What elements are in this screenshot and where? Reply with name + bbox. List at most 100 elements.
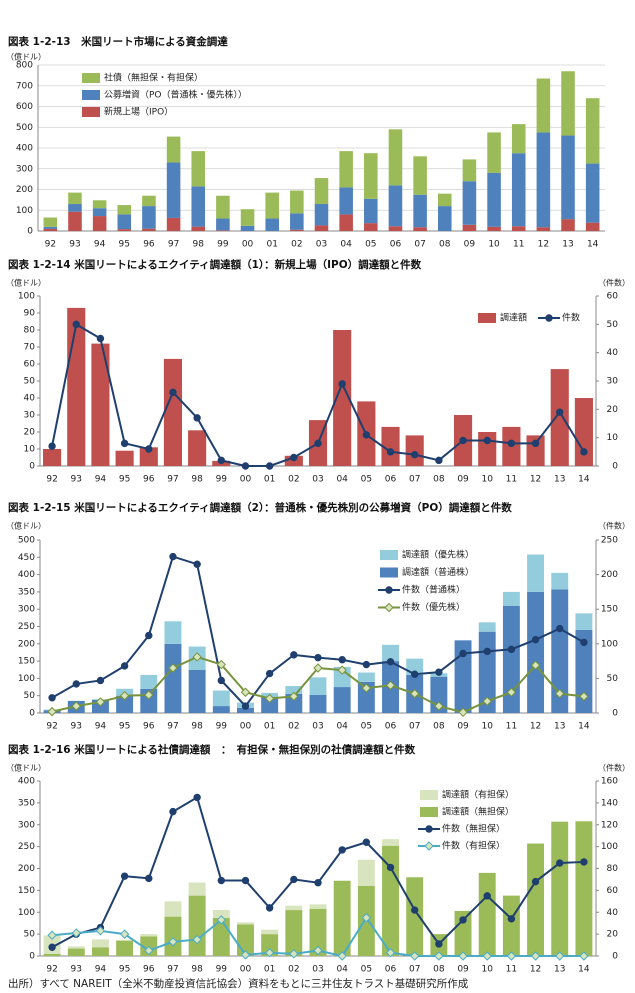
bar-segment	[116, 940, 134, 956]
legend-label: 調達額（優先株）	[402, 549, 474, 561]
x-tick-label: 05	[361, 722, 372, 732]
bar-segment	[502, 895, 520, 956]
line-marker	[264, 948, 275, 958]
y-tick-label: 450	[18, 553, 35, 563]
x-tick-label: 97	[168, 240, 179, 250]
bar-segment	[67, 946, 85, 949]
line-marker	[192, 934, 202, 945]
y2-tick-label: 0	[612, 709, 618, 719]
line-marker	[168, 937, 178, 947]
line-marker	[314, 653, 322, 662]
y2-axis-label: （件数）	[598, 278, 630, 288]
bar-segment	[261, 934, 279, 956]
bar-segment	[309, 904, 327, 909]
bar-segment	[357, 672, 375, 682]
legend-marker	[384, 602, 394, 613]
y2-tick-label: 40	[607, 908, 619, 918]
bar-segment	[561, 135, 575, 220]
bar-segment	[551, 572, 569, 590]
bar-segment	[357, 859, 375, 886]
bar-segment	[43, 953, 61, 956]
bar-segment	[585, 163, 600, 223]
bar-segment	[381, 426, 400, 466]
bar-segment	[575, 821, 593, 956]
x-tick-label: 09	[457, 965, 469, 975]
bar-segment	[92, 216, 107, 231]
line-marker	[290, 453, 298, 462]
line-marker	[265, 669, 274, 678]
x-tick-label: 07	[409, 475, 420, 485]
bar-segment	[240, 209, 255, 226]
x-tick-label: 11	[506, 965, 517, 975]
bar-segment	[561, 71, 575, 136]
legend-marker	[385, 586, 393, 594]
line-marker	[193, 560, 201, 568]
y-tick-label: 0	[27, 227, 33, 237]
line-marker	[459, 436, 467, 445]
y-tick-label: 350	[18, 798, 35, 808]
line-marker	[120, 662, 129, 670]
bar-segment	[140, 674, 158, 689]
y-tick-label: 10	[24, 445, 36, 455]
line-marker	[314, 879, 322, 887]
x-tick-label: 98	[191, 722, 203, 732]
line-marker	[386, 658, 395, 666]
bar-segment	[43, 217, 58, 227]
bar-segment	[437, 206, 452, 231]
bar-segment	[116, 695, 134, 713]
legend-label: 調達額（有担保）	[442, 789, 514, 801]
line-marker	[459, 916, 467, 924]
line-marker	[169, 552, 177, 561]
bar-segment	[536, 227, 551, 231]
y-tick-label: 700	[16, 81, 33, 91]
x-tick-label: 02	[291, 240, 302, 250]
y-tick-label: 600	[16, 102, 33, 112]
x-tick-label: 01	[266, 240, 277, 250]
bar-segment	[487, 172, 501, 227]
bar-segment	[551, 821, 569, 956]
bar-segment	[314, 225, 329, 231]
legend-label: 公募増資（PO（普通株・優先株））	[104, 89, 247, 101]
line-marker	[580, 638, 588, 647]
line-marker	[410, 670, 419, 678]
x-tick-label: 03	[316, 240, 327, 250]
line-marker	[120, 439, 129, 448]
line-marker	[556, 859, 564, 867]
x-tick-label: 13	[562, 240, 573, 250]
line-marker	[338, 380, 346, 388]
bar-segment	[285, 686, 303, 694]
line-marker	[240, 687, 251, 697]
x-tick-label: 99	[217, 240, 229, 250]
bar-segment	[91, 947, 109, 956]
y-tick-label: 0	[29, 952, 35, 962]
y2-tick-label: 200	[601, 570, 618, 580]
bar-segment	[478, 872, 496, 956]
bar-segment	[237, 922, 254, 925]
bar-segment	[585, 98, 600, 164]
legend-swatch	[380, 550, 398, 560]
line-marker	[240, 950, 251, 960]
line-marker	[193, 793, 201, 802]
y-tick-label: 80	[24, 326, 36, 336]
y-tick-label: 100	[18, 674, 35, 684]
bar-segment	[413, 156, 427, 195]
line-marker	[96, 676, 105, 685]
line-marker	[217, 456, 226, 465]
legend-label: 調達額	[500, 312, 527, 324]
bar-segment	[333, 880, 351, 956]
line-marker	[580, 858, 588, 866]
line-marker	[290, 651, 298, 659]
line-marker	[193, 414, 201, 422]
line-marker	[216, 915, 227, 925]
line-marker	[458, 707, 468, 718]
y2-axis-label: （件数）	[598, 763, 630, 773]
line-marker	[385, 680, 396, 691]
bar-segment	[437, 193, 452, 207]
legend-swatch	[82, 90, 100, 100]
bar-segment	[364, 198, 378, 224]
line-marker	[483, 892, 491, 900]
y-tick-label: 300	[16, 164, 33, 174]
x-tick-label: 01	[264, 722, 275, 732]
line-marker	[289, 691, 299, 702]
